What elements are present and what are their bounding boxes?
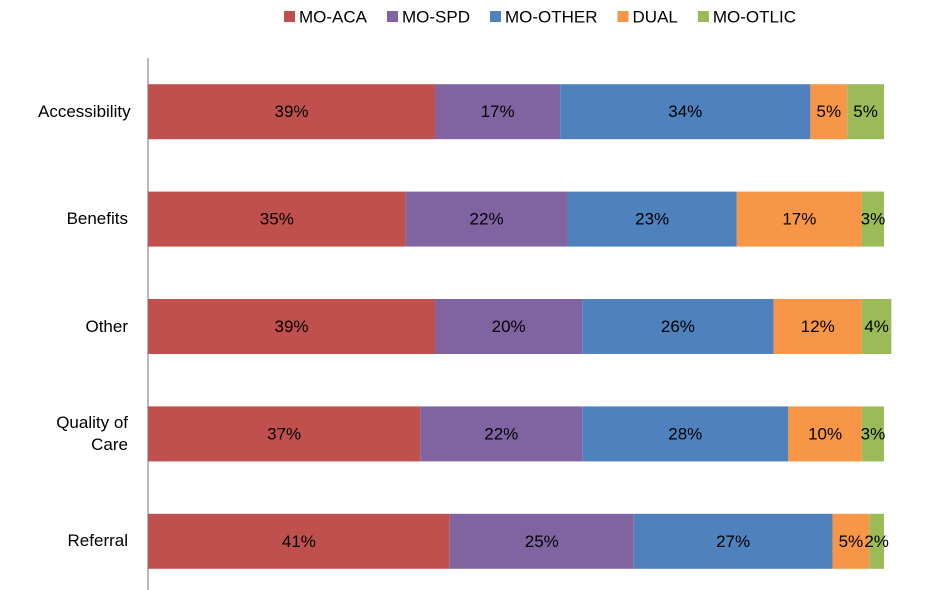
legend-label: MO-OTLIC [713, 7, 796, 26]
data-label: 41% [282, 532, 316, 551]
bar-segment [869, 513, 884, 569]
data-label: 12% [801, 317, 835, 336]
category-text: Accessibility [38, 101, 131, 121]
bar-segment [435, 299, 583, 354]
bar-segment [788, 406, 862, 462]
data-label: 35% [260, 210, 294, 229]
data-label: 26% [661, 317, 695, 336]
y-tick-label: Other [0, 297, 128, 357]
data-label: 3% [861, 424, 886, 443]
data-label: 39% [275, 317, 309, 336]
legend-label: MO-SPD [402, 7, 470, 26]
data-label: 10% [808, 424, 842, 443]
data-label: 37% [267, 424, 301, 443]
bar-segment [148, 513, 450, 569]
data-label: 28% [668, 424, 702, 443]
bar-segment [810, 84, 848, 140]
legend-label: DUAL [633, 7, 678, 26]
data-label: 4% [864, 317, 889, 336]
bar-segment [148, 406, 421, 462]
bar-segment [148, 299, 436, 354]
y-tick-label: Referral [0, 511, 128, 571]
data-label: 17% [481, 102, 515, 121]
data-label: 39% [275, 102, 309, 121]
data-label: 5% [839, 532, 864, 551]
category-text: Other [85, 316, 128, 336]
legend-swatch [386, 11, 398, 22]
data-label: 20% [492, 317, 526, 336]
bar-segment [861, 299, 892, 354]
bar-segment [832, 513, 870, 569]
data-label: 2% [864, 532, 889, 551]
bar-segment [435, 84, 561, 140]
bar-segment [582, 299, 774, 354]
bar-segment [861, 191, 884, 247]
y-tick-label: Accessibility [0, 82, 131, 142]
bar-segment [560, 84, 811, 140]
category-text: Quality of Care [56, 412, 128, 454]
data-label: 22% [470, 210, 504, 229]
legend-label: MO-ACA [299, 7, 368, 26]
data-label: 3% [861, 210, 886, 229]
data-label: 5% [817, 102, 842, 121]
data-label: 5% [853, 102, 878, 121]
category-text: Referral [67, 531, 128, 551]
bar-segment [847, 84, 884, 140]
legend-swatch [697, 11, 709, 22]
legend-swatch [283, 11, 295, 22]
legend-swatch [489, 11, 501, 22]
data-label: 27% [716, 532, 750, 551]
bar-segment [633, 513, 833, 569]
bar-segment [449, 513, 634, 569]
bar-segment [582, 406, 789, 462]
bar-segment [861, 406, 884, 462]
data-label: 23% [635, 210, 669, 229]
bar-segment [773, 299, 862, 354]
bar-segment [405, 191, 568, 247]
legend-label: MO-OTHER [505, 7, 598, 26]
y-tick-label: Benefits [0, 189, 128, 249]
bar-segment [420, 406, 583, 462]
bar-segment [148, 84, 436, 140]
data-label: 17% [782, 210, 816, 229]
bar-segment [148, 191, 406, 247]
data-label: 34% [668, 102, 702, 121]
bar-segment [736, 191, 862, 247]
data-label: 22% [484, 424, 518, 443]
data-label: 25% [525, 532, 559, 551]
y-tick-label: Quality of Care [0, 404, 128, 464]
legend-swatch [617, 11, 629, 22]
bar-segment [567, 191, 737, 247]
category-text: Benefits [66, 209, 128, 229]
